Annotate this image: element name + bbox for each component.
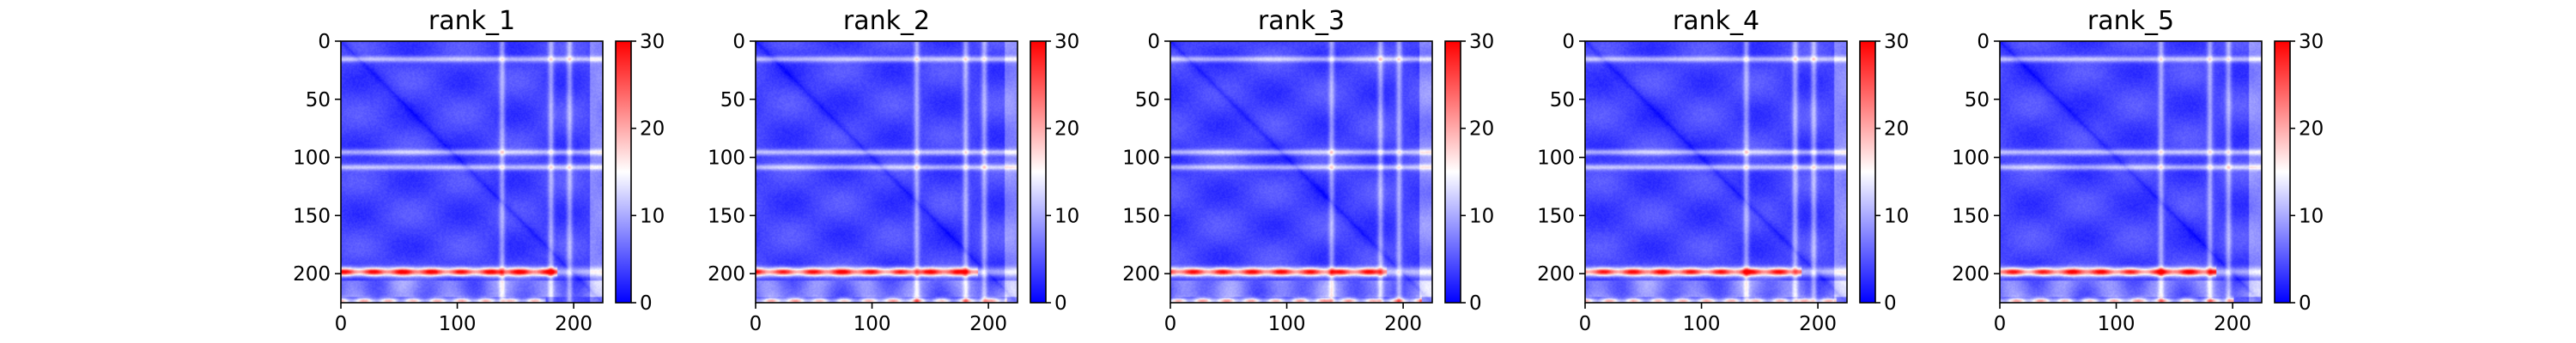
colorbar xyxy=(1860,41,1875,303)
colorbar-tick-label: 30 xyxy=(640,31,665,53)
heatmap-panel: rank_3 0 50 100 150 200 0 100 200 0 10 20 30 xyxy=(1122,6,1494,335)
heatmap-image xyxy=(2000,41,2262,303)
x-tick-label: 200 xyxy=(1799,313,1837,335)
heatmap-image xyxy=(756,41,1018,303)
colorbar-tick-label: 10 xyxy=(1884,205,1909,227)
heatmap-image xyxy=(341,41,603,303)
panel-title: rank_3 xyxy=(1258,6,1345,36)
axes-frame xyxy=(755,40,1018,304)
y-tick-label: 150 xyxy=(293,205,331,227)
colorbar-tick-label: 20 xyxy=(1054,118,1079,141)
axes-frame xyxy=(1170,40,1433,304)
y-tick-label: 200 xyxy=(293,263,331,286)
colorbar xyxy=(2275,41,2290,303)
colorbar-tick-label: 0 xyxy=(1884,292,1897,315)
x-tick-label: 100 xyxy=(1683,313,1721,335)
colorbar xyxy=(1445,41,1461,303)
y-tick-label: 200 xyxy=(1952,263,1990,286)
y-tick-label: 100 xyxy=(708,147,745,170)
y-tick-label: 200 xyxy=(1537,263,1575,286)
heatmap-panel: rank_1 0 50 100 150 200 0 100 200 0 10 20 30 xyxy=(293,6,665,335)
y-tick-label: 200 xyxy=(1122,263,1160,286)
heatmap-panel: rank_5 0 50 100 150 200 0 100 200 0 10 20 30 xyxy=(1952,6,2324,335)
colorbar-tick-label: 30 xyxy=(1054,31,1079,53)
x-tick-label: 100 xyxy=(2098,313,2136,335)
y-tick-label: 50 xyxy=(1135,89,1160,111)
x-tick-label: 0 xyxy=(1164,313,1177,335)
colorbar-frame xyxy=(1859,40,1876,304)
x-tick-label: 100 xyxy=(439,313,477,335)
colorbar-tick-label: 10 xyxy=(640,205,665,227)
y-tick-label: 0 xyxy=(1562,31,1575,53)
y-tick-label: 200 xyxy=(708,263,745,286)
colorbar-tick-label: 20 xyxy=(640,118,665,141)
y-tick-label: 100 xyxy=(1537,147,1575,170)
y-tick-label: 150 xyxy=(708,205,745,227)
y-tick-label: 50 xyxy=(1965,89,1990,111)
colorbar-tick-label: 10 xyxy=(1054,205,1079,227)
x-tick-label: 200 xyxy=(969,313,1007,335)
axes-frame xyxy=(340,40,604,304)
heatmap-image xyxy=(1585,41,1847,303)
colorbar-tick-label: 0 xyxy=(2299,292,2312,315)
x-tick-label: 0 xyxy=(1579,313,1592,335)
y-tick-label: 0 xyxy=(1147,31,1160,53)
axes-frame xyxy=(1584,40,1848,304)
y-tick-label: 150 xyxy=(1122,205,1160,227)
colorbar-tick-label: 0 xyxy=(1469,292,1482,315)
y-tick-label: 50 xyxy=(720,89,745,111)
y-tick-label: 150 xyxy=(1952,205,1990,227)
colorbar-tick-label: 30 xyxy=(1469,31,1494,53)
colorbar-tick-label: 0 xyxy=(640,292,653,315)
y-tick-label: 100 xyxy=(293,147,331,170)
heatmap-image xyxy=(1170,41,1432,303)
y-tick-label: 50 xyxy=(306,89,331,111)
colorbar-frame xyxy=(2274,40,2291,304)
x-tick-label: 0 xyxy=(1994,313,2007,335)
panel-title: rank_5 xyxy=(2087,6,2174,36)
x-tick-label: 100 xyxy=(854,313,891,335)
x-tick-label: 0 xyxy=(750,313,762,335)
x-tick-label: 0 xyxy=(335,313,348,335)
colorbar-tick-label: 0 xyxy=(1054,292,1067,315)
colorbar-frame xyxy=(1444,40,1461,304)
colorbar-tick-label: 30 xyxy=(2299,31,2324,53)
panel-title: rank_1 xyxy=(428,6,515,36)
colorbar-tick-label: 30 xyxy=(1884,31,1909,53)
y-tick-label: 0 xyxy=(732,31,745,53)
heatmap-panel: rank_2 0 50 100 150 200 0 100 200 0 10 20 30 xyxy=(708,6,1079,335)
axes-frame xyxy=(1999,40,2263,304)
y-tick-label: 50 xyxy=(1550,89,1575,111)
colorbar-tick-label: 20 xyxy=(1469,118,1494,141)
x-tick-label: 200 xyxy=(555,313,592,335)
y-tick-label: 100 xyxy=(1122,147,1160,170)
colorbar xyxy=(616,41,631,303)
panel-title: rank_4 xyxy=(1673,6,1759,36)
panel-title: rank_2 xyxy=(843,6,930,36)
y-tick-label: 100 xyxy=(1952,147,1990,170)
x-tick-label: 100 xyxy=(1268,313,1306,335)
y-tick-label: 150 xyxy=(1537,205,1575,227)
x-tick-label: 200 xyxy=(1384,313,1422,335)
heatmap-panel: rank_4 0 50 100 150 200 0 100 200 0 10 20 30 xyxy=(1537,6,1909,335)
y-tick-label: 0 xyxy=(1977,31,1990,53)
colorbar xyxy=(1030,41,1046,303)
colorbar-frame xyxy=(1030,40,1047,304)
y-tick-label: 0 xyxy=(318,31,331,53)
colorbar-tick-label: 10 xyxy=(2299,205,2324,227)
colorbar-tick-label: 20 xyxy=(2299,118,2324,141)
colorbar-tick-label: 20 xyxy=(1884,118,1909,141)
colorbar-frame xyxy=(615,40,632,304)
x-tick-label: 200 xyxy=(2214,313,2251,335)
colorbar-tick-label: 10 xyxy=(1469,205,1494,227)
